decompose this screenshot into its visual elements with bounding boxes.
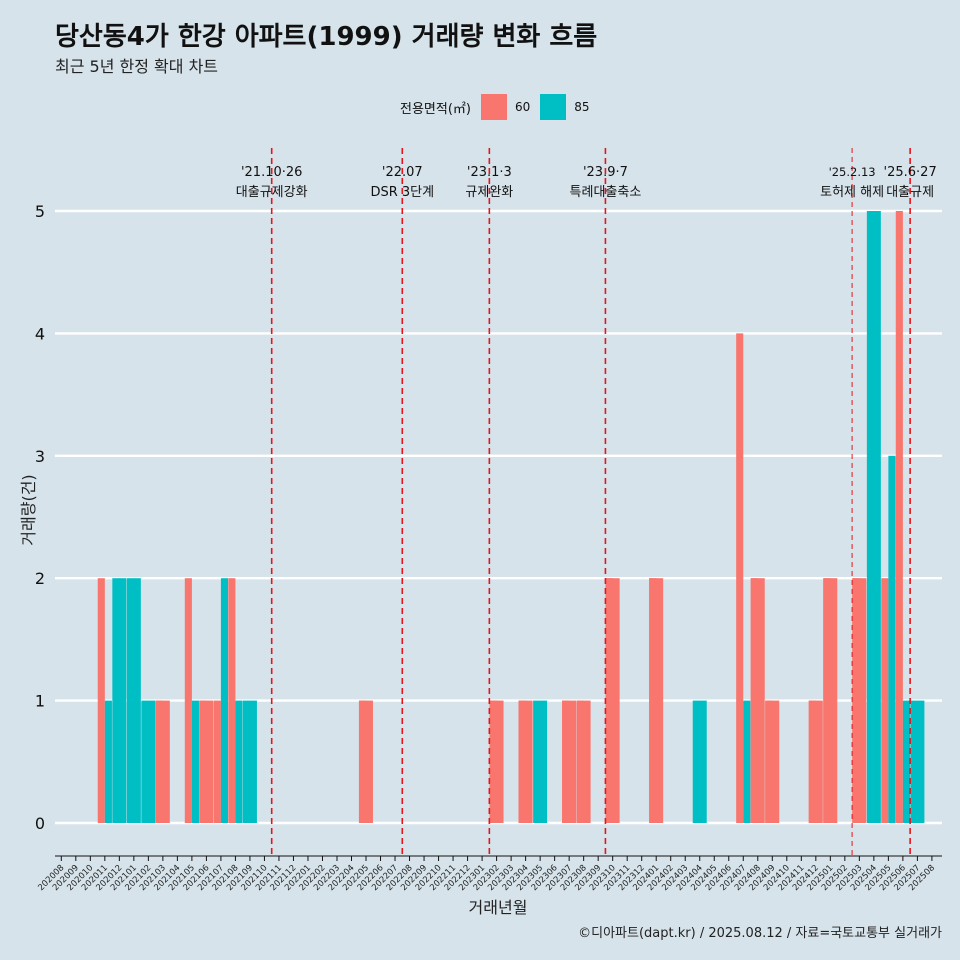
- bar-60-202503: [852, 578, 867, 823]
- bar-85-202101: [126, 578, 141, 823]
- bar-60-202205: [358, 700, 373, 823]
- chart-subtitle: 최근 5년 한정 확대 차트: [55, 57, 219, 76]
- bar-85-202012: [112, 578, 127, 823]
- bar-85-202105: [191, 700, 199, 823]
- bar-60-202302: [489, 700, 504, 823]
- y-tick-label: 1: [35, 692, 45, 711]
- bar-85-202107: [220, 578, 229, 823]
- y-tick-label: 2: [35, 569, 45, 588]
- bar-85-202404: [692, 700, 707, 823]
- bar-85-202108: [235, 700, 243, 823]
- bar-85-202507: [910, 700, 925, 823]
- bar-60-202506: [895, 211, 903, 823]
- bar-60-202304: [518, 700, 533, 823]
- event-text-label: 토허제 해제: [820, 185, 884, 200]
- bar-60-202103: [155, 700, 170, 823]
- bar-85-202504: [866, 211, 881, 823]
- event-date-label: '21.10·26: [241, 165, 302, 180]
- bar-60-202408: [750, 578, 765, 823]
- source-caption: ©디아파트(dapt.kr) / 2025.08.12 / 자료=국토교통부 실…: [578, 926, 942, 941]
- bar-60-202505: [881, 578, 889, 823]
- event-date-label: '23.9·7: [583, 165, 628, 180]
- bar-85-202505: [888, 455, 896, 823]
- chart-title: 당산동4가 한강 아파트(1999) 거래량 변화 흐름: [55, 22, 598, 52]
- legend: 전용면적(㎡) 60 85: [400, 94, 590, 120]
- bar-60-202106: [199, 700, 214, 823]
- bar-60-202308: [576, 700, 591, 823]
- bar-60-202501: [823, 578, 838, 823]
- bar-60-202105: [184, 578, 192, 823]
- event-text-label: 대출규제강화: [236, 185, 308, 200]
- event-date-label: '25.6·27: [884, 165, 937, 180]
- legend-title: 전용면적(㎡): [400, 101, 471, 117]
- legend-label-60: 60: [514, 100, 531, 114]
- bar-60-202107: [213, 700, 221, 823]
- bar-85-202011: [104, 700, 112, 823]
- bar-60-202310: [605, 578, 620, 823]
- x-axis-title: 거래년월: [469, 898, 528, 917]
- event-date-label: '25.2.13: [829, 165, 876, 179]
- bar-85-202109: [242, 700, 257, 823]
- bar-60-202409: [765, 700, 780, 823]
- bar-85-202407: [743, 700, 751, 823]
- event-date-label: '23.1·3: [467, 165, 512, 180]
- bar-85-202102: [141, 700, 156, 823]
- legend-swatch-60: [480, 94, 507, 120]
- y-axis-title: 거래량(건): [19, 474, 38, 545]
- bar-60-202011: [97, 578, 105, 823]
- y-tick-label: 0: [35, 814, 45, 833]
- legend-swatch-85: [540, 94, 567, 120]
- legend-label-85: 85: [574, 100, 590, 114]
- bar-85-202506: [902, 700, 910, 823]
- event-date-label: '22.07: [382, 165, 423, 180]
- bar-60-202307: [562, 700, 577, 823]
- bar-85-202305: [533, 700, 548, 823]
- bar-60-202407: [736, 333, 744, 823]
- y-tick-label: 5: [35, 202, 45, 221]
- y-tick-label: 3: [35, 447, 45, 466]
- event-text-label: 대출규제: [886, 185, 934, 200]
- bar-60-202108: [228, 578, 236, 823]
- event-text-label: DSR 3단계: [370, 185, 434, 200]
- event-text-label: 특례대출축소: [570, 185, 642, 200]
- y-tick-label: 4: [35, 324, 45, 343]
- event-text-label: 규제완화: [465, 185, 513, 200]
- bar-60-202412: [808, 700, 823, 823]
- bar-60-202401: [649, 578, 664, 823]
